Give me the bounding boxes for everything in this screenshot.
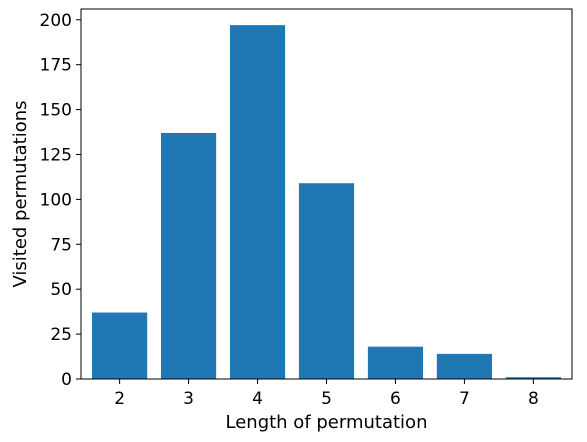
x-tick-label-4: 4 — [252, 389, 263, 409]
bar-4 — [230, 25, 285, 379]
bar-5 — [299, 183, 354, 379]
x-tick-label-2: 2 — [114, 389, 125, 409]
y-tick-label-75: 75 — [50, 235, 72, 255]
x-tick-label-6: 6 — [390, 389, 401, 409]
y-tick-label-0: 0 — [61, 370, 72, 390]
x-tick-label-5: 5 — [321, 389, 332, 409]
x-axis-title: Length of permutation — [226, 412, 428, 433]
bar-2 — [92, 313, 147, 379]
x-tick-label-7: 7 — [459, 389, 470, 409]
y-tick-label-150: 150 — [40, 101, 72, 121]
y-tick-label-125: 125 — [40, 145, 72, 165]
y-axis-title: Visited permutations — [10, 100, 31, 287]
x-tick-label-3: 3 — [183, 389, 194, 409]
bar-7 — [437, 354, 492, 379]
x-tick-label-8: 8 — [528, 389, 539, 409]
y-tick-label-50: 50 — [50, 280, 72, 300]
bar-3 — [161, 133, 216, 379]
y-tick-label-200: 200 — [40, 11, 72, 31]
y-tick-label-175: 175 — [40, 56, 72, 76]
y-tick-label-100: 100 — [40, 190, 72, 210]
y-tick-label-25: 25 — [50, 325, 72, 345]
bar-6 — [368, 347, 423, 379]
